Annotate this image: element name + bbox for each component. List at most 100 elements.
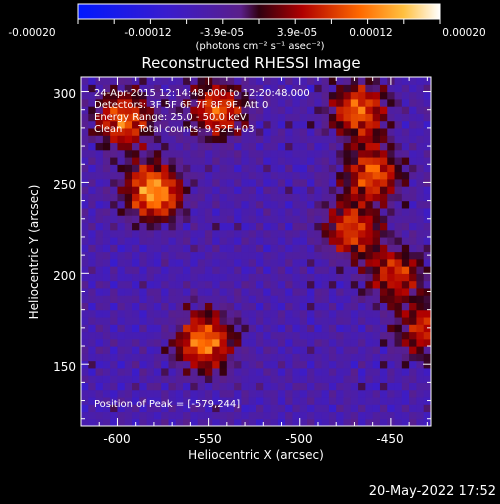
heatmap-cell [328, 411, 337, 420]
heatmap-cell [358, 382, 366, 391]
heatmap-cell [387, 244, 396, 253]
heatmap-cell [285, 77, 294, 85]
heatmap-cell [234, 171, 243, 180]
heatmap-cell [409, 178, 418, 187]
heatmap-cell [336, 164, 345, 173]
heatmap-cell [110, 98, 119, 107]
heatmap-cell [256, 156, 264, 165]
heatmap-cell [358, 331, 366, 340]
heatmap-cell [241, 207, 250, 216]
heatmap-cell [110, 156, 119, 165]
heatmap-cell [190, 142, 199, 151]
heatmap-cell [307, 215, 315, 224]
heatmap-cell [132, 258, 140, 267]
heatmap-cell [95, 164, 104, 173]
heatmap-cell [277, 309, 286, 318]
heatmap-cell [183, 200, 191, 209]
heatmap-cell [153, 91, 162, 100]
heatmap-cell [175, 171, 184, 180]
heatmap-cell [394, 193, 403, 202]
heatmap-cell [379, 164, 388, 173]
heatmap-cell [307, 273, 315, 282]
heatmap-cell [401, 309, 410, 318]
heatmap-cell [401, 360, 410, 369]
heatmap-cell [219, 295, 228, 303]
heatmap-cell [241, 113, 250, 122]
heatmap-cell [168, 396, 177, 405]
heatmap-cell [88, 360, 97, 369]
heatmap-cell [409, 382, 418, 391]
heatmap-cell [387, 295, 396, 303]
heatmap-cell [299, 106, 308, 114]
heatmap-cell [263, 222, 272, 231]
heatmap-cell [204, 207, 213, 216]
heatmap-cell [321, 244, 330, 253]
heatmap-cell [343, 295, 352, 303]
heatmap-cell [292, 389, 301, 398]
heatmap-cell [394, 331, 403, 340]
heatmap-cell [409, 106, 418, 114]
heatmap-cell [299, 229, 308, 238]
heatmap-cell [212, 91, 221, 100]
heatmap-cell [110, 207, 119, 216]
heatmap-cell [321, 164, 330, 173]
heatmap-cell [394, 236, 403, 245]
heatmap-cell [314, 113, 323, 122]
heatmap-cell [379, 178, 388, 187]
heatmap-cell [336, 236, 345, 245]
heatmap-cell [95, 353, 104, 362]
heatmap-cell [409, 266, 418, 274]
heatmap-cell [175, 178, 184, 187]
heatmap-cell [183, 251, 191, 260]
heatmap-cell [358, 84, 366, 93]
heatmap-cell [110, 135, 119, 144]
heatmap-cell [372, 295, 381, 303]
heatmap-cell [212, 295, 221, 303]
heatmap-cell [379, 418, 388, 426]
heatmap-cell [379, 273, 388, 282]
heatmap-cell [372, 396, 381, 405]
heatmap-cell [226, 193, 235, 202]
heatmap-cell [263, 98, 272, 107]
heatmap-cell [270, 193, 279, 202]
heatmap-cell [372, 280, 381, 289]
heatmap-cell [292, 375, 301, 383]
heatmap-cell [197, 367, 206, 376]
heatmap-cell [372, 77, 381, 85]
heatmap-cell [409, 84, 418, 93]
heatmap-cell [292, 207, 301, 216]
heatmap-cell [314, 346, 323, 354]
heatmap-cell [153, 171, 162, 180]
heatmap-cell [226, 77, 235, 85]
heatmap-cell [277, 273, 286, 282]
heatmap-cell [285, 280, 294, 289]
heatmap-cell [139, 396, 148, 405]
heatmap-cell [139, 215, 148, 224]
heatmap-cell [168, 171, 177, 180]
heatmap-cell [270, 135, 279, 144]
heatmap-cell [343, 215, 352, 224]
heatmap-cell [277, 236, 286, 245]
heatmap-cell [204, 120, 213, 129]
heatmap-cell [343, 324, 352, 333]
heatmap-cell [219, 389, 228, 398]
heatmap-cell [270, 120, 279, 129]
heatmap-cell [314, 178, 323, 187]
heatmap-cell [299, 127, 308, 136]
heatmap-cell [365, 251, 374, 260]
heatmap-cell [95, 367, 104, 376]
heatmap-cell [139, 84, 148, 93]
heatmap-cell [175, 396, 184, 405]
heatmap-cell [132, 142, 140, 151]
heatmap-cell [95, 302, 104, 311]
heatmap-cell [256, 215, 264, 224]
heatmap-cell [387, 222, 396, 231]
heatmap-cell [146, 91, 155, 100]
heatmap-cell [343, 84, 352, 93]
heatmap-cell [175, 106, 184, 114]
heatmap-cell [175, 142, 184, 151]
heatmap-cell [292, 324, 301, 333]
heatmap-cell [387, 120, 396, 129]
heatmap-cell [416, 193, 425, 202]
heatmap-cell [394, 309, 403, 318]
